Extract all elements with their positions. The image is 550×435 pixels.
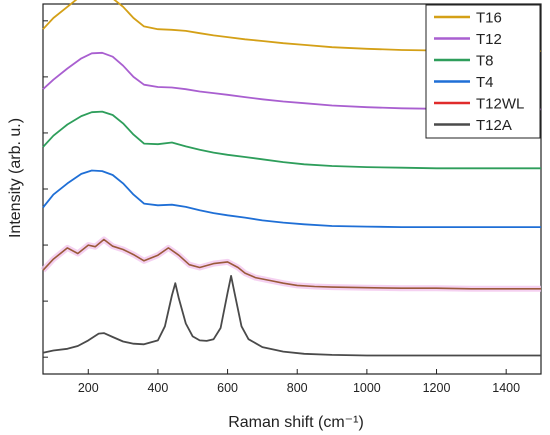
legend-label-t12a: T12A	[476, 117, 512, 134]
y-axis-label: Intensity (arb. u.)	[7, 118, 24, 238]
legend-label-t4: T4	[476, 74, 494, 91]
series-halo-t12wl	[40, 236, 541, 292]
x-tick-label: 400	[147, 381, 168, 395]
series-line-t12a	[42, 275, 541, 357]
legend: T16 T12 T8 T4 T12WL T12A	[425, 4, 541, 139]
axis-layer: 200 400 600 800 1000 1200 1400	[43, 20, 520, 395]
x-tick-label: 800	[287, 381, 308, 395]
series-line-t12wl	[42, 238, 541, 290]
x-tick-label: 1400	[492, 381, 520, 395]
x-tick-label: 1200	[423, 381, 451, 395]
legend-label-t12: T12	[476, 31, 502, 48]
legend-label-t12wl: T12WL	[476, 96, 524, 113]
series-line-t8	[42, 110, 541, 170]
legend-label-t16: T16	[476, 10, 502, 27]
series-layer	[40, 0, 541, 357]
series-line-t12	[42, 51, 541, 111]
legend-box	[425, 4, 541, 139]
series-line-t4	[42, 169, 541, 228]
series-line-t16	[42, 0, 541, 52]
x-tick-label: 1000	[353, 381, 381, 395]
legend-label-t8: T8	[476, 53, 494, 70]
x-tick-label: 600	[217, 381, 238, 395]
x-tick-label: 200	[78, 381, 99, 395]
x-axis-label: Raman shift (cm⁻¹)	[228, 414, 364, 431]
